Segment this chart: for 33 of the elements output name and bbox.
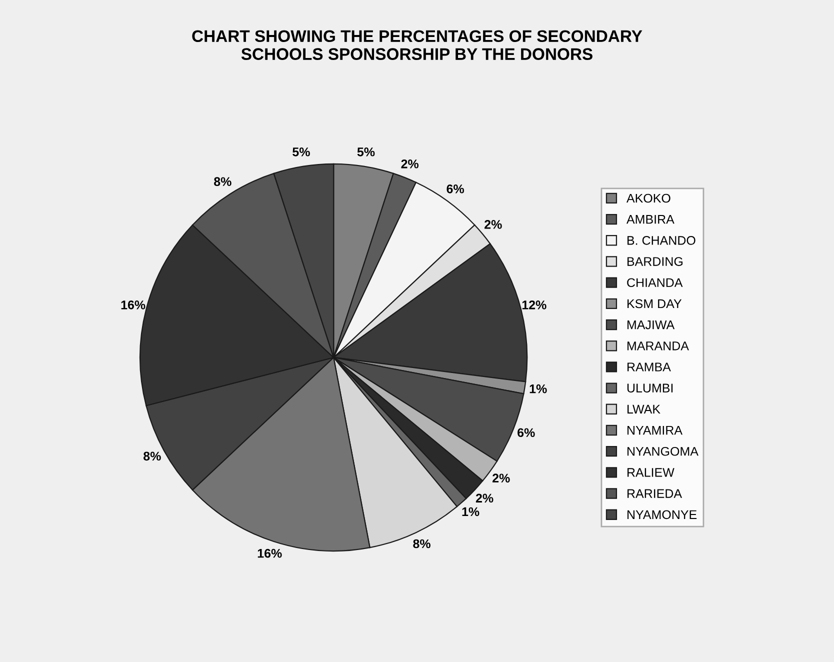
legend-label: AKOKO [626, 194, 670, 203]
legend-label: B. CHANDO [628, 236, 696, 245]
data-label: 2% [484, 220, 502, 229]
data-label: 6% [446, 184, 464, 194]
legend-label: AMBIRA [626, 215, 674, 224]
data-label: 12% [522, 300, 546, 310]
data-label: 5% [292, 148, 310, 156]
legend-label: KSM DAY [628, 299, 682, 308]
legend-label: NYANGOMA [628, 446, 698, 456]
data-label: 1% [530, 384, 547, 394]
data-label: 8% [214, 177, 232, 186]
data-label: 2% [401, 159, 419, 168]
data-label: 2% [476, 494, 494, 503]
legend-label: MAJIWA [628, 320, 675, 330]
legend-label: LWAK [628, 404, 660, 414]
legend-label: RALIEW [628, 468, 674, 477]
legend-label: NYAMONYE [628, 510, 697, 520]
legend-label: RAMBA [628, 362, 671, 372]
legend-label: BARDING [628, 257, 682, 266]
data-label: 16% [258, 548, 282, 558]
data-label: 16% [121, 300, 146, 310]
data-label: 1% [462, 507, 480, 516]
data-label: 8% [413, 539, 430, 548]
data-label: 5% [357, 148, 375, 156]
legend-label: MARANDA [628, 342, 689, 350]
legend-label: CHIANDA [627, 278, 683, 288]
legend-label: ULUMBI [627, 384, 673, 393]
data-label: 8% [144, 452, 161, 461]
legend-label: RARIEDA [628, 489, 682, 498]
data-label: 6% [518, 428, 535, 438]
data-label: 2% [492, 474, 510, 483]
legend-label: NYAMIRA [628, 426, 682, 435]
chart-title: CHART SHOWING THE PERCENTAGES OF SECONDARY SCHOOLS SPONSORSHIP BY THE DONORS [192, 30, 642, 60]
